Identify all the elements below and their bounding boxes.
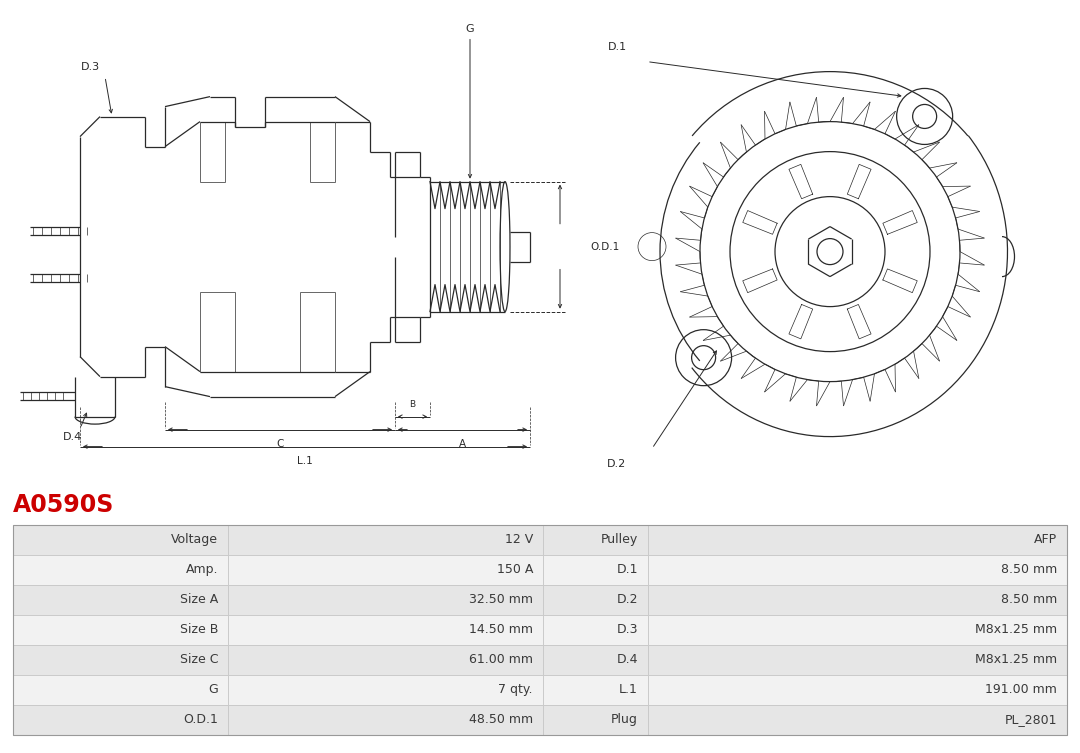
- Text: Pulley: Pulley: [600, 533, 638, 546]
- Text: 14.50 mm: 14.50 mm: [469, 623, 534, 636]
- Text: Size A: Size A: [179, 593, 218, 606]
- Bar: [648, 525, 1067, 555]
- Text: AFP: AFP: [1034, 533, 1057, 546]
- Text: B: B: [409, 400, 416, 409]
- Text: O.D.1: O.D.1: [590, 242, 619, 252]
- Bar: [543, 705, 648, 735]
- Text: 12 V: 12 V: [504, 533, 534, 546]
- Text: A0590S: A0590S: [13, 492, 114, 517]
- Text: L.1: L.1: [619, 684, 638, 697]
- Text: 48.50 mm: 48.50 mm: [469, 713, 534, 727]
- Bar: [13, 555, 228, 585]
- Bar: [648, 645, 1067, 675]
- Text: Size B: Size B: [179, 623, 218, 636]
- Bar: [543, 585, 648, 615]
- Text: M8x1.25 mm: M8x1.25 mm: [975, 654, 1057, 666]
- Bar: [13, 525, 228, 555]
- Text: M8x1.25 mm: M8x1.25 mm: [975, 623, 1057, 636]
- Bar: [648, 555, 1067, 585]
- Text: G: G: [208, 684, 218, 697]
- Bar: [228, 555, 543, 585]
- Bar: [648, 615, 1067, 645]
- Text: 8.50 mm: 8.50 mm: [1001, 563, 1057, 576]
- Bar: [648, 675, 1067, 705]
- Text: C: C: [276, 438, 284, 449]
- Text: Voltage: Voltage: [171, 533, 218, 546]
- Bar: [13, 705, 228, 735]
- Bar: [228, 675, 543, 705]
- Bar: [543, 645, 648, 675]
- Bar: [648, 705, 1067, 735]
- Bar: [543, 525, 648, 555]
- Bar: [228, 645, 543, 675]
- Bar: [543, 675, 648, 705]
- Text: D.4: D.4: [617, 654, 638, 666]
- Text: D.2: D.2: [607, 459, 626, 468]
- Text: A: A: [459, 438, 467, 449]
- Text: Size C: Size C: [179, 654, 218, 666]
- Bar: [648, 585, 1067, 615]
- Bar: [543, 615, 648, 645]
- Bar: [13, 525, 1067, 735]
- Text: 150 A: 150 A: [497, 563, 534, 576]
- Bar: [13, 675, 228, 705]
- Text: 8.50 mm: 8.50 mm: [1001, 593, 1057, 606]
- Bar: [228, 615, 543, 645]
- Text: D.1: D.1: [607, 41, 626, 52]
- Text: 191.00 mm: 191.00 mm: [985, 684, 1057, 697]
- Text: G: G: [465, 23, 474, 34]
- Text: L.1: L.1: [297, 456, 313, 465]
- Bar: [13, 615, 228, 645]
- Text: D.2: D.2: [617, 593, 638, 606]
- Text: D.4: D.4: [64, 431, 83, 441]
- Text: D.3: D.3: [617, 623, 638, 636]
- Text: 61.00 mm: 61.00 mm: [469, 654, 534, 666]
- Bar: [228, 705, 543, 735]
- Bar: [543, 555, 648, 585]
- Bar: [228, 525, 543, 555]
- Text: Plug: Plug: [611, 713, 638, 727]
- Bar: [13, 645, 228, 675]
- Text: O.D.1: O.D.1: [184, 713, 218, 727]
- Text: PL_2801: PL_2801: [1004, 713, 1057, 727]
- Text: 32.50 mm: 32.50 mm: [469, 593, 534, 606]
- Text: D.1: D.1: [617, 563, 638, 576]
- Text: D.3: D.3: [80, 62, 99, 72]
- Text: Amp.: Amp.: [186, 563, 218, 576]
- Text: 7 qty.: 7 qty.: [499, 684, 534, 697]
- Bar: [228, 585, 543, 615]
- Bar: [13, 585, 228, 615]
